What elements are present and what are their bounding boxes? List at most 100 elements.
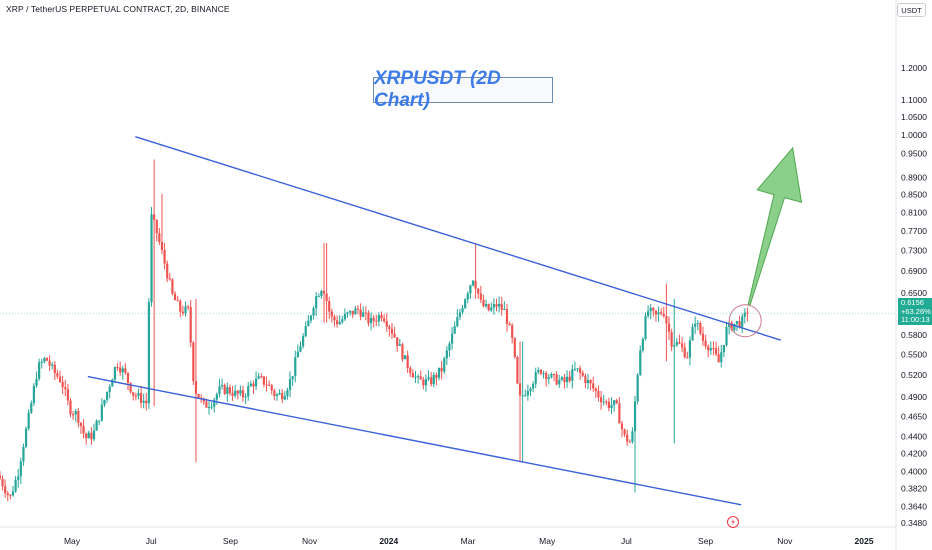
circle-annotation[interactable] <box>728 304 762 338</box>
candle-body <box>197 393 200 398</box>
time-tick-label: May <box>64 536 81 546</box>
candle-body <box>286 390 289 397</box>
candle-body <box>694 323 697 327</box>
candle-body <box>309 315 313 321</box>
candle-body <box>579 368 582 373</box>
candle-body <box>660 312 663 314</box>
candle-body <box>11 491 15 496</box>
candle-body <box>437 367 441 378</box>
candle-body <box>134 395 137 397</box>
candle-body <box>299 346 302 352</box>
candle-body <box>61 381 64 388</box>
candle-body <box>498 303 501 307</box>
candle-body <box>328 301 331 312</box>
candle-body <box>492 304 495 308</box>
candle-body <box>735 321 739 324</box>
candle-body <box>636 374 639 402</box>
candle-body <box>322 290 326 294</box>
candle-body <box>401 344 404 360</box>
candle-body <box>696 323 699 325</box>
candle-body <box>675 342 678 346</box>
candle-body <box>40 361 43 363</box>
candle-body <box>670 332 673 347</box>
candle-body <box>484 304 488 307</box>
candle-body <box>647 311 650 316</box>
candle-body <box>563 377 566 383</box>
candle-body <box>257 376 260 379</box>
candle-body <box>733 323 736 331</box>
candle-body <box>393 333 396 338</box>
candle-body <box>521 395 524 397</box>
price-tick-label: 0.4900 <box>901 392 927 402</box>
candle-body <box>513 338 516 357</box>
candle-body <box>615 400 618 404</box>
breakout-circle <box>728 304 762 338</box>
flash-icon[interactable] <box>727 516 739 528</box>
candle-body <box>495 304 498 307</box>
candle-body <box>56 373 59 377</box>
time-tick-label: Mar <box>461 536 476 546</box>
candle-body <box>194 381 198 394</box>
candle-body <box>330 311 333 317</box>
candle-body <box>108 386 111 392</box>
candle-body <box>440 367 443 372</box>
candle-body <box>38 362 41 379</box>
price-tick-label: 0.5800 <box>901 330 927 340</box>
candle-body <box>688 340 692 358</box>
candle-body <box>92 430 96 440</box>
candle-body <box>278 393 281 395</box>
candle-body <box>628 441 631 443</box>
candle-body <box>490 307 493 311</box>
candle-body <box>9 494 12 496</box>
candle-body <box>100 404 103 421</box>
candle-body <box>633 401 637 432</box>
candle-body <box>220 385 224 387</box>
arrow-annotation[interactable] <box>747 146 803 306</box>
candle-body <box>268 384 271 386</box>
candle-body <box>27 412 30 429</box>
candle-body <box>82 425 85 434</box>
candle-body <box>403 355 407 360</box>
candle-body <box>168 278 171 280</box>
candle-body <box>505 309 509 324</box>
candle-body <box>113 367 117 380</box>
candle-body <box>105 391 109 400</box>
candle-body <box>678 342 681 344</box>
candle-body <box>524 395 527 397</box>
candle-body <box>35 378 38 386</box>
candle-body <box>77 411 80 423</box>
candle-body <box>435 374 438 378</box>
candle-body <box>351 310 354 315</box>
trendlines[interactable] <box>87 135 782 506</box>
candle-body <box>6 493 9 495</box>
candle-body <box>210 406 213 408</box>
candle-body <box>644 315 647 339</box>
candle-body <box>464 299 467 308</box>
candle-body <box>743 312 746 317</box>
candle-body <box>631 431 634 442</box>
currency-button[interactable]: USDT <box>897 3 926 17</box>
price-tick-label: 0.4400 <box>901 432 927 442</box>
candle-body <box>390 328 394 334</box>
time-tick-label: May <box>539 536 556 546</box>
candle-body <box>422 379 425 386</box>
candle-body <box>231 393 234 396</box>
candle-body <box>409 368 412 374</box>
candle-body <box>375 320 378 322</box>
price-tick-label: 0.5500 <box>901 350 927 360</box>
candle-body <box>87 432 90 439</box>
price-axis-labels: 1.2000 1.1000 1.0500 1.0000 0.9500 0.8900 0.85… <box>901 63 927 528</box>
candle-body <box>317 296 320 298</box>
candle-body <box>189 307 192 343</box>
candle-body <box>362 312 365 317</box>
candle-body <box>589 380 592 384</box>
price-tick-label: 0.3820 <box>901 484 927 494</box>
candle-body <box>273 390 276 397</box>
time-tick-label: Nov <box>777 536 793 546</box>
candle-body <box>709 348 712 351</box>
green-arrow <box>747 146 803 306</box>
candle-body <box>281 393 284 400</box>
chart-title-annotation[interactable]: XRPUSDT (2D Chart) <box>373 68 553 111</box>
candle-body <box>302 336 305 347</box>
